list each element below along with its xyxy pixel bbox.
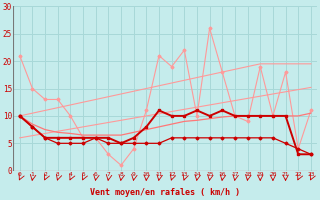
X-axis label: Vent moyen/en rafales ( km/h ): Vent moyen/en rafales ( km/h ) [90,188,240,197]
